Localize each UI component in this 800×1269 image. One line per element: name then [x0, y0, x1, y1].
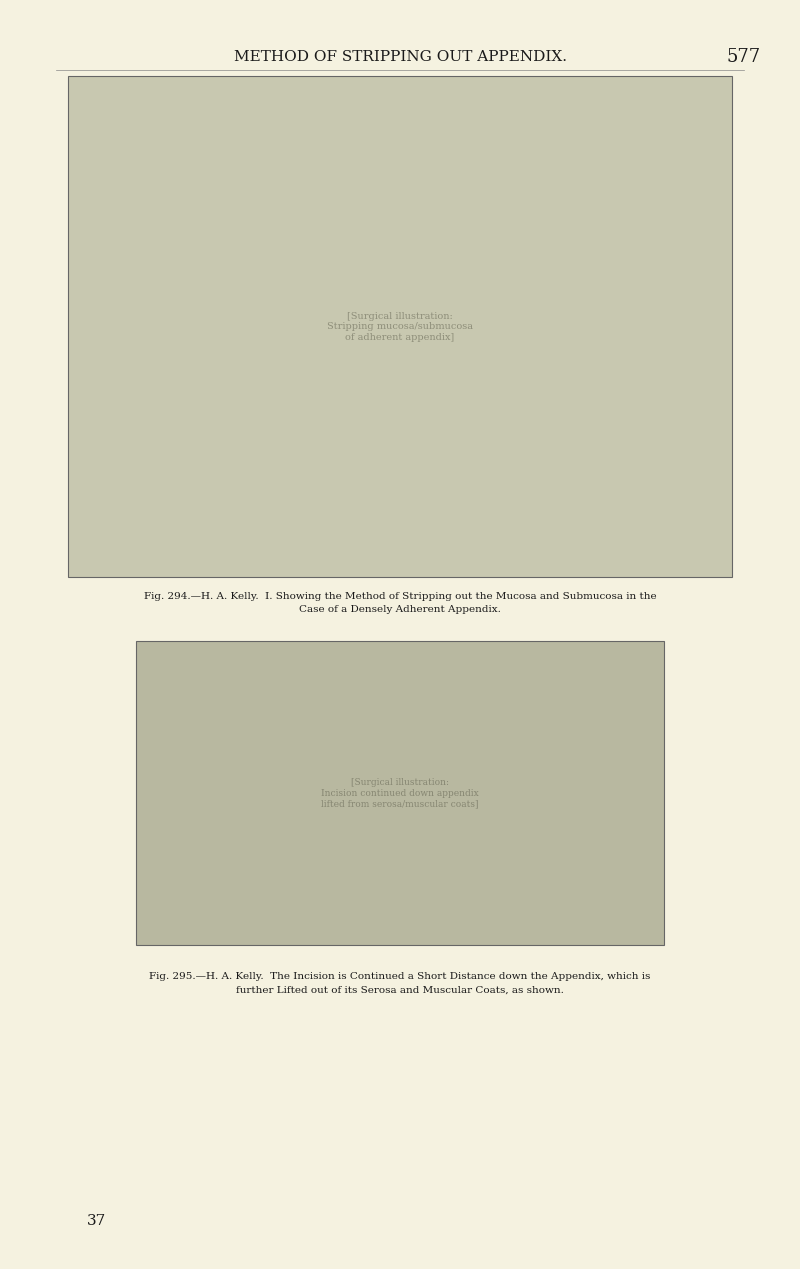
Text: [Surgical illustration:
Stripping mucosa/submucosa
of adherent appendix]: [Surgical illustration: Stripping mucosa…: [327, 312, 473, 341]
Text: METHOD OF STRIPPING OUT APPENDIX.: METHOD OF STRIPPING OUT APPENDIX.: [234, 49, 566, 65]
Text: Fig. 295.—H. A. Kelly.  The Incision is Continued a Short Distance down the Appe: Fig. 295.—H. A. Kelly. The Incision is C…: [150, 972, 650, 995]
Text: [Surgical illustration:
Incision continued down appendix
lifted from serosa/musc: [Surgical illustration: Incision continu…: [321, 778, 479, 808]
Text: Fig. 294.—H. A. Kelly.  I. Showing the Method of Stripping out the Mucosa and Su: Fig. 294.—H. A. Kelly. I. Showing the Me…: [144, 591, 656, 614]
Bar: [68, 76, 732, 577]
Bar: [136, 641, 664, 945]
Text: 577: 577: [727, 48, 761, 66]
Text: 37: 37: [86, 1213, 106, 1228]
